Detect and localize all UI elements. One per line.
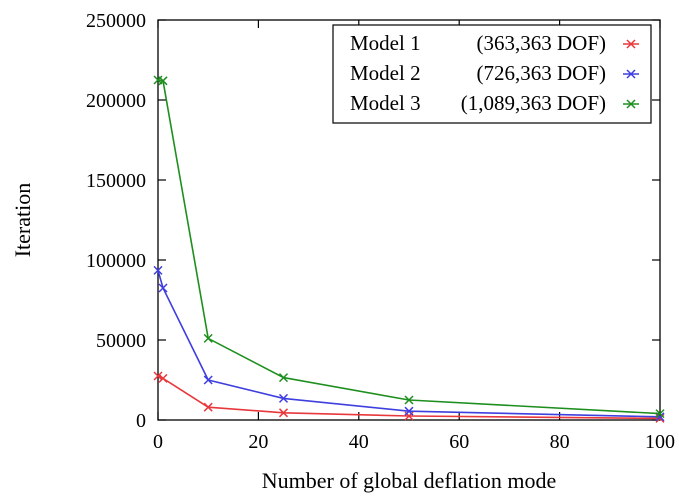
y-tick-label: 0 bbox=[136, 410, 146, 432]
data-point-model-1-stroke bbox=[153, 371, 163, 381]
y-tick-label: 250000 bbox=[86, 10, 146, 32]
legend-entry-name: Model 2 bbox=[350, 61, 421, 85]
series-line-model-2 bbox=[157, 270, 661, 418]
y-tick-label: 200000 bbox=[86, 90, 146, 112]
data-point-model-3-stroke bbox=[655, 409, 665, 419]
data-point-model-3-stroke bbox=[153, 75, 163, 85]
data-point-model-3-stroke bbox=[404, 395, 414, 405]
data-point-model-3-stroke bbox=[278, 373, 289, 383]
legend-marker-sample-stroke bbox=[626, 69, 636, 79]
legend-entry-dof: (1,089,363 DOF) bbox=[461, 91, 606, 115]
y-axis-label: Iteration bbox=[10, 183, 35, 258]
legend-marker-sample-stroke bbox=[626, 99, 636, 109]
data-point-model-2-stroke bbox=[404, 406, 414, 416]
y-tick-label: 100000 bbox=[86, 250, 146, 272]
legend: Model 1 (363,363 DOF) Model 2 (726,363 DOF)… bbox=[332, 24, 652, 124]
x-tick-label: 80 bbox=[550, 431, 570, 453]
series-layer bbox=[153, 75, 665, 423]
legend-marker-sample-stroke bbox=[626, 39, 636, 49]
plot-border bbox=[157, 19, 661, 421]
x-axis-label: Number of global deflation mode bbox=[262, 468, 556, 493]
legend-entry-name: Model 3 bbox=[350, 91, 421, 115]
series-model-2 bbox=[153, 265, 665, 422]
x-tick-label: 60 bbox=[449, 431, 469, 453]
data-point-model-2-stroke bbox=[158, 283, 168, 293]
data-point-model-2-stroke bbox=[203, 375, 213, 385]
x-tick-label: 100 bbox=[645, 431, 675, 453]
data-point-model-2-stroke bbox=[278, 393, 289, 403]
series-model-1 bbox=[153, 371, 665, 423]
legend-entry-dof: (363,363 DOF) bbox=[477, 31, 607, 55]
plot-frame bbox=[157, 19, 661, 421]
series-model-3 bbox=[153, 75, 665, 419]
data-point-model-1-stroke bbox=[158, 373, 168, 383]
x-tick-label: 20 bbox=[248, 431, 268, 453]
data-point-model-3-stroke bbox=[158, 76, 168, 86]
legend-entry-dof: (726,363 DOF) bbox=[477, 61, 607, 85]
x-tick-label: 40 bbox=[349, 431, 369, 453]
series-line-model-3 bbox=[157, 79, 661, 415]
data-point-model-1-stroke bbox=[278, 408, 289, 418]
legend-entry-name: Model 1 bbox=[350, 31, 421, 55]
y-tick-label: 150000 bbox=[86, 170, 146, 192]
data-point-model-1-stroke bbox=[203, 402, 213, 412]
x-tick-label: 0 bbox=[153, 431, 163, 453]
data-point-model-3-stroke bbox=[203, 333, 213, 343]
axis-ticks: 0 20 40 60 80 100 0 50000 100000 150000 200000 2500… bbox=[86, 10, 675, 453]
legend-box bbox=[332, 24, 652, 124]
y-tick-label: 50000 bbox=[96, 330, 146, 352]
data-point-model-2-stroke bbox=[153, 265, 163, 275]
data-point-model-2-stroke bbox=[655, 412, 665, 422]
